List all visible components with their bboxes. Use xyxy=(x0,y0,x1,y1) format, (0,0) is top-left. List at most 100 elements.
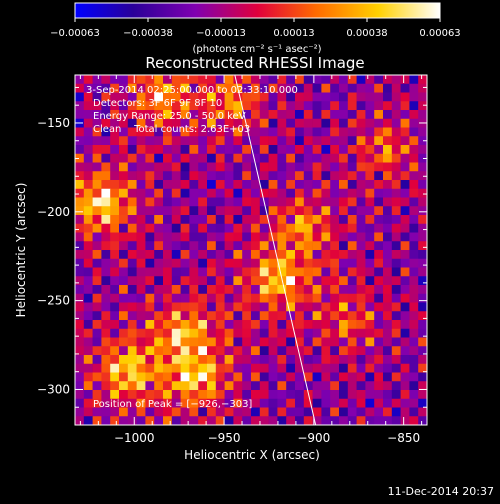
heatmap-cell xyxy=(110,407,120,417)
heatmap-cell xyxy=(268,188,278,198)
heatmap-cell xyxy=(127,101,137,111)
heatmap-cell xyxy=(154,171,164,181)
heatmap-cell xyxy=(356,83,366,93)
heatmap-cell xyxy=(189,223,199,233)
heatmap-cell xyxy=(286,416,296,425)
heatmap-cell xyxy=(119,346,129,356)
heatmap-cell xyxy=(409,346,419,356)
heatmap-cell xyxy=(242,92,252,102)
heatmap-cell xyxy=(400,302,410,312)
heatmap-cell xyxy=(277,258,287,268)
heatmap-cell xyxy=(110,153,120,163)
heatmap-cell xyxy=(110,162,120,172)
heatmap-cell xyxy=(233,320,243,330)
heatmap-cell xyxy=(268,302,278,312)
heatmap-cell xyxy=(101,285,111,295)
heatmap-cell xyxy=(418,416,427,425)
heatmap-cell xyxy=(154,363,164,373)
heatmap-cell xyxy=(127,372,137,382)
heatmap-cell xyxy=(312,223,322,233)
heatmap-cell xyxy=(268,267,278,277)
heatmap-cell xyxy=(92,276,102,286)
heatmap-cell xyxy=(136,92,146,102)
heatmap-cell xyxy=(119,188,129,198)
heatmap-cell xyxy=(277,110,287,120)
heatmap-cell xyxy=(171,118,181,128)
heatmap-cell xyxy=(321,92,331,102)
heatmap-cell xyxy=(180,328,190,338)
heatmap-cell xyxy=(321,127,331,137)
heatmap-cell xyxy=(409,407,419,417)
heatmap-cell xyxy=(391,162,401,172)
heatmap-cell xyxy=(330,241,340,251)
heatmap-cell xyxy=(233,127,243,137)
heatmap-cell xyxy=(303,223,313,233)
heatmap-cell xyxy=(119,267,129,277)
heatmap-cell xyxy=(321,363,331,373)
heatmap-cell xyxy=(198,258,208,268)
heatmap-cell xyxy=(409,363,419,373)
heatmap-cell xyxy=(127,127,137,137)
heatmap-cell xyxy=(75,215,85,225)
heatmap-cell xyxy=(154,337,164,347)
heatmap-cell xyxy=(119,328,129,338)
heatmap-cell xyxy=(242,258,252,268)
heatmap-cell xyxy=(321,346,331,356)
heatmap-cell xyxy=(356,101,366,111)
heatmap-cell xyxy=(171,101,181,111)
heatmap-cell xyxy=(119,75,129,85)
heatmap-cell xyxy=(259,101,269,111)
heatmap-cell xyxy=(277,241,287,251)
heatmap-cell xyxy=(365,101,375,111)
heatmap-cell xyxy=(295,162,305,172)
heatmap-cell xyxy=(303,416,313,425)
heatmap-cell xyxy=(207,381,217,391)
heatmap-cell xyxy=(365,92,375,102)
heatmap-cell xyxy=(251,302,261,312)
heatmap-cell xyxy=(295,206,305,216)
heatmap-cell xyxy=(365,171,375,181)
heatmap-cell xyxy=(303,145,313,155)
heatmap-cell xyxy=(189,83,199,93)
heatmap-cell xyxy=(347,180,357,190)
heatmap-cell xyxy=(75,293,85,303)
heatmap-cell xyxy=(339,171,349,181)
heatmap-cell xyxy=(312,363,322,373)
heatmap-cell xyxy=(303,337,313,347)
heatmap-cell xyxy=(312,180,322,190)
heatmap-cell xyxy=(303,83,313,93)
heatmap-cell xyxy=(277,188,287,198)
heatmap-cell xyxy=(75,206,85,216)
heatmap-cell xyxy=(286,381,296,391)
heatmap-cell xyxy=(409,381,419,391)
x-tick-label: −1000 xyxy=(114,431,155,445)
heatmap-cell xyxy=(83,118,93,128)
heatmap-cell xyxy=(233,232,243,242)
heatmap-cell xyxy=(356,320,366,330)
heatmap-cell xyxy=(277,302,287,312)
heatmap-cell xyxy=(127,398,137,408)
heatmap-cell xyxy=(92,83,102,93)
heatmap-cell xyxy=(330,398,340,408)
heatmap-cell xyxy=(418,83,427,93)
heatmap-cell xyxy=(75,110,85,120)
heatmap-cell xyxy=(242,398,252,408)
heatmap-cell xyxy=(127,276,137,286)
heatmap-cell xyxy=(154,372,164,382)
heatmap-cell xyxy=(330,162,340,172)
heatmap-cell xyxy=(198,215,208,225)
heatmap-cell xyxy=(83,407,93,417)
heatmap-cell xyxy=(75,258,85,268)
heatmap-cell xyxy=(400,390,410,400)
heatmap-cell xyxy=(400,206,410,216)
heatmap-cell xyxy=(409,162,419,172)
heatmap-cell xyxy=(365,136,375,146)
heatmap-cell xyxy=(180,311,190,321)
heatmap-cell xyxy=(207,188,217,198)
heatmap-cell xyxy=(383,302,393,312)
heatmap-cell xyxy=(251,276,261,286)
heatmap-cell xyxy=(409,398,419,408)
heatmap-cell xyxy=(277,346,287,356)
heatmap-cell xyxy=(163,118,173,128)
heatmap-cell xyxy=(268,127,278,137)
